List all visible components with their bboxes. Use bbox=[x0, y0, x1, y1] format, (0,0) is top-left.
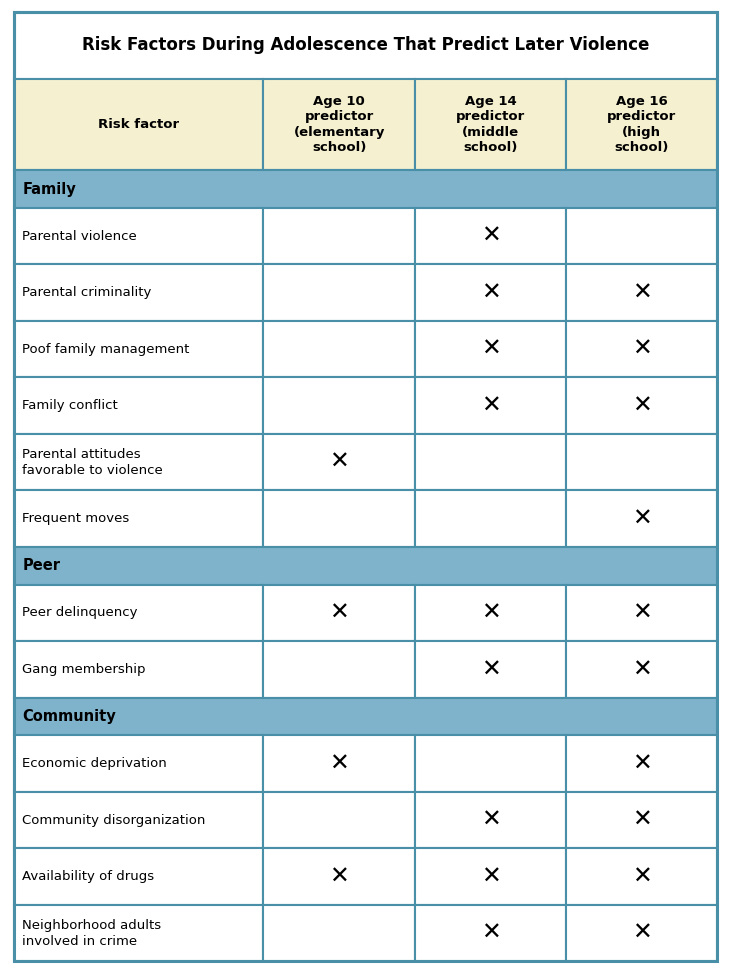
Text: Gang membership: Gang membership bbox=[23, 663, 145, 676]
Bar bbox=[414, 378, 566, 434]
Text: ✕: ✕ bbox=[329, 601, 349, 625]
Bar bbox=[566, 641, 717, 698]
Bar bbox=[414, 321, 566, 378]
Bar bbox=[14, 736, 263, 792]
Bar bbox=[14, 641, 263, 698]
Bar bbox=[263, 792, 414, 848]
Bar bbox=[14, 378, 263, 434]
Text: ✕: ✕ bbox=[480, 808, 500, 832]
Text: Frequent moves: Frequent moves bbox=[23, 512, 129, 525]
Text: Parental violence: Parental violence bbox=[23, 230, 137, 242]
Bar bbox=[263, 378, 414, 434]
Bar bbox=[14, 265, 263, 321]
Text: Family conflict: Family conflict bbox=[23, 399, 118, 413]
Text: ✕: ✕ bbox=[480, 224, 500, 248]
Text: Peer delinquency: Peer delinquency bbox=[23, 606, 138, 620]
Bar bbox=[414, 79, 566, 170]
Bar bbox=[14, 698, 717, 736]
Text: ✕: ✕ bbox=[632, 921, 651, 945]
Bar bbox=[14, 321, 263, 378]
Bar bbox=[414, 265, 566, 321]
Bar bbox=[263, 736, 414, 792]
Bar bbox=[566, 736, 717, 792]
Bar bbox=[566, 208, 717, 265]
Text: Age 14
predictor
(middle
school): Age 14 predictor (middle school) bbox=[456, 95, 525, 155]
Text: ✕: ✕ bbox=[632, 338, 651, 361]
Text: ✕: ✕ bbox=[329, 450, 349, 474]
Text: Community disorganization: Community disorganization bbox=[23, 813, 205, 827]
Bar bbox=[566, 79, 717, 170]
Text: Parental attitudes
favorable to violence: Parental attitudes favorable to violence bbox=[23, 448, 163, 477]
Bar bbox=[263, 434, 414, 490]
Bar bbox=[14, 848, 263, 905]
Bar bbox=[263, 585, 414, 641]
Bar bbox=[14, 434, 263, 490]
Text: ✕: ✕ bbox=[632, 808, 651, 832]
Bar bbox=[14, 170, 717, 208]
Text: ✕: ✕ bbox=[480, 394, 500, 417]
Bar bbox=[566, 585, 717, 641]
Bar bbox=[414, 208, 566, 265]
Bar bbox=[414, 905, 566, 961]
Bar bbox=[414, 434, 566, 490]
Text: Neighborhood adults
involved in crime: Neighborhood adults involved in crime bbox=[23, 919, 162, 948]
Text: ✕: ✕ bbox=[632, 394, 651, 417]
Text: ✕: ✕ bbox=[480, 601, 500, 625]
Bar bbox=[14, 547, 717, 585]
Bar bbox=[414, 585, 566, 641]
Text: Risk Factors During Adolescence That Predict Later Violence: Risk Factors During Adolescence That Pre… bbox=[82, 36, 649, 54]
Bar bbox=[566, 378, 717, 434]
Bar bbox=[263, 208, 414, 265]
Bar bbox=[566, 434, 717, 490]
Bar bbox=[566, 490, 717, 547]
Text: ✕: ✕ bbox=[480, 280, 500, 305]
Text: ✕: ✕ bbox=[480, 921, 500, 945]
Bar bbox=[414, 792, 566, 848]
Text: ✕: ✕ bbox=[632, 751, 651, 775]
Text: Age 16
predictor
(high
school): Age 16 predictor (high school) bbox=[607, 95, 676, 155]
Text: ✕: ✕ bbox=[329, 751, 349, 775]
Text: Availability of drugs: Availability of drugs bbox=[23, 870, 154, 883]
Bar bbox=[414, 848, 566, 905]
Bar bbox=[263, 321, 414, 378]
Text: ✕: ✕ bbox=[632, 507, 651, 530]
Text: Community: Community bbox=[23, 709, 116, 724]
Text: ✕: ✕ bbox=[632, 865, 651, 888]
Bar bbox=[14, 585, 263, 641]
Text: Economic deprivation: Economic deprivation bbox=[23, 757, 167, 770]
Text: ✕: ✕ bbox=[632, 280, 651, 305]
Bar bbox=[14, 79, 263, 170]
Text: Parental criminality: Parental criminality bbox=[23, 286, 152, 300]
Bar bbox=[14, 208, 263, 265]
Bar bbox=[14, 792, 263, 848]
Bar bbox=[566, 792, 717, 848]
Bar bbox=[263, 265, 414, 321]
Bar bbox=[263, 490, 414, 547]
Text: Family: Family bbox=[23, 182, 76, 197]
Text: ✕: ✕ bbox=[480, 865, 500, 888]
Text: ✕: ✕ bbox=[480, 658, 500, 681]
Text: Risk factor: Risk factor bbox=[98, 118, 179, 131]
Bar bbox=[263, 848, 414, 905]
Text: ✕: ✕ bbox=[329, 865, 349, 888]
Text: ✕: ✕ bbox=[632, 658, 651, 681]
Bar bbox=[566, 321, 717, 378]
Bar bbox=[414, 736, 566, 792]
Bar bbox=[566, 905, 717, 961]
Text: Age 10
predictor
(elementary
school): Age 10 predictor (elementary school) bbox=[293, 95, 385, 155]
Bar bbox=[14, 490, 263, 547]
Text: ✕: ✕ bbox=[480, 338, 500, 361]
Bar bbox=[263, 79, 414, 170]
Bar bbox=[414, 490, 566, 547]
Bar bbox=[263, 641, 414, 698]
Bar bbox=[14, 905, 263, 961]
Text: ✕: ✕ bbox=[632, 601, 651, 625]
Bar bbox=[263, 905, 414, 961]
Text: Poof family management: Poof family management bbox=[23, 342, 190, 356]
Bar bbox=[14, 12, 717, 79]
Bar bbox=[566, 265, 717, 321]
Bar bbox=[414, 641, 566, 698]
Text: Peer: Peer bbox=[23, 559, 61, 573]
Bar bbox=[566, 848, 717, 905]
